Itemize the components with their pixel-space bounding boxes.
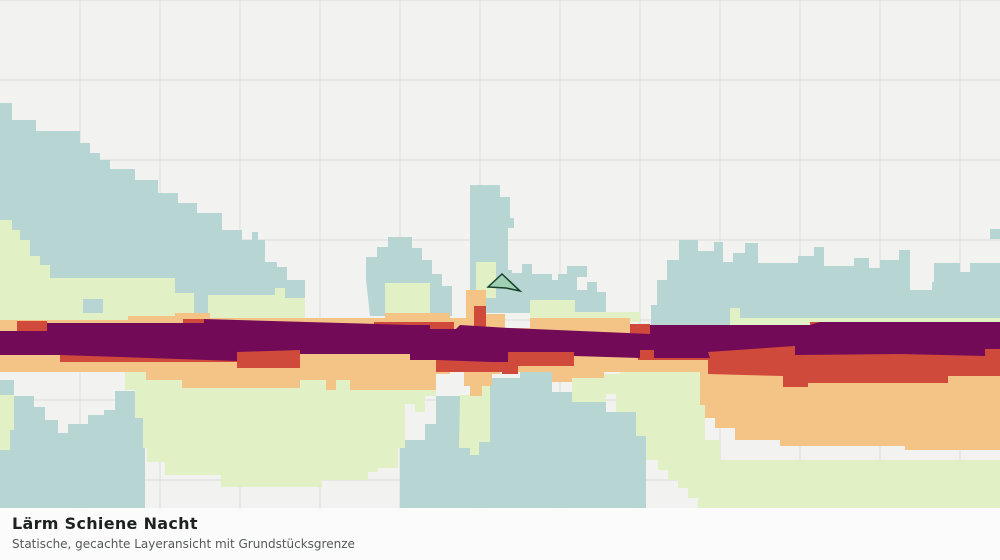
noise-zone xyxy=(630,324,650,334)
noise-zone xyxy=(0,103,305,320)
noise-zone xyxy=(83,299,103,313)
noise-zone xyxy=(17,321,47,333)
noise-zone xyxy=(990,229,1000,239)
map-title: Lärm Schiene Nacht xyxy=(12,514,198,533)
noise-zone xyxy=(0,319,1000,362)
noise-zone xyxy=(476,262,496,298)
noise-zone xyxy=(0,360,436,487)
noise-zone xyxy=(0,220,305,322)
noise-zone xyxy=(0,395,14,450)
parcel-boundary xyxy=(486,272,523,293)
legend-panel: Lärm Schiene Nacht Statische, gecachte L… xyxy=(0,508,1000,560)
noise-zone xyxy=(572,358,1000,508)
noise-zone xyxy=(530,300,640,322)
noise-zone xyxy=(474,306,486,328)
noise-zone xyxy=(651,240,1000,325)
noise-zone xyxy=(459,378,490,455)
map-subtitle: Statische, gecachte Layeransicht mit Gru… xyxy=(12,537,355,551)
noise-zone xyxy=(146,360,450,390)
noise-zone xyxy=(385,283,430,316)
noise-zone xyxy=(0,380,145,508)
